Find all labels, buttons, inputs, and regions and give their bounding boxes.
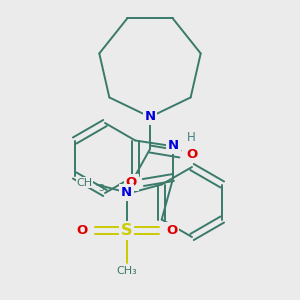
- Text: O: O: [126, 176, 137, 189]
- Text: 3: 3: [98, 184, 103, 193]
- Text: O: O: [186, 148, 198, 160]
- Text: CH: CH: [76, 178, 93, 188]
- Text: O: O: [76, 224, 87, 237]
- Text: N: N: [144, 110, 156, 124]
- Text: CH₃: CH₃: [116, 266, 137, 275]
- Text: S: S: [121, 223, 132, 238]
- Text: N: N: [121, 186, 132, 199]
- Text: H: H: [187, 131, 196, 144]
- Text: N: N: [168, 139, 179, 152]
- Text: O: O: [166, 224, 177, 237]
